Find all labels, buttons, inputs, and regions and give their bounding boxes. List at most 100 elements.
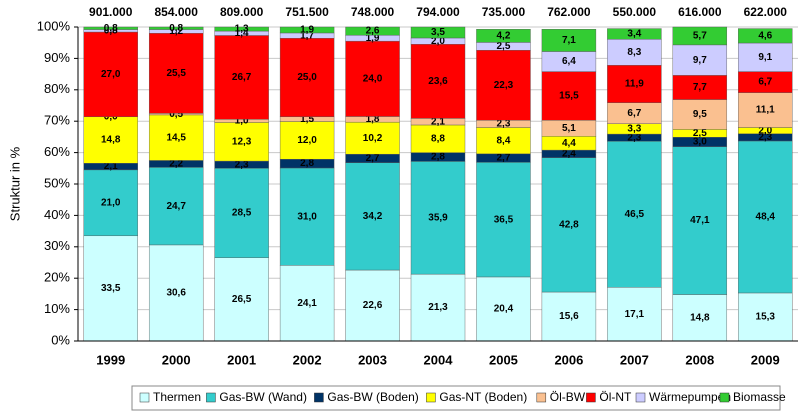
value-label: 20,4 [494, 304, 514, 315]
legend-label: Gas-BW (Boden) [327, 390, 418, 404]
legend-swatch [536, 392, 547, 403]
bar-segment [83, 31, 138, 118]
bar-segment [476, 276, 531, 342]
total-label: 809.000 [220, 5, 264, 19]
legend-label: Gas-BW (Wand) [219, 390, 307, 404]
bar-segment [83, 169, 138, 237]
bar-segment [410, 273, 466, 342]
value-label: 7,7 [693, 82, 707, 93]
value-label: 2,8 [300, 158, 314, 169]
value-label: 1,7 [300, 30, 314, 41]
value-label: 3,5 [431, 27, 445, 38]
value-label: 2,6 [366, 26, 380, 37]
bar-segment [279, 38, 335, 118]
value-label: 24,0 [363, 73, 383, 84]
x-tick-label: 2001 [227, 352, 256, 367]
bar-segment [214, 35, 269, 120]
value-label: 9,7 [693, 55, 707, 66]
value-label: 24,7 [166, 201, 186, 212]
bar-segment [410, 44, 466, 119]
value-label: 35,9 [428, 212, 448, 223]
value-label: 0,5 [169, 109, 183, 120]
bar-segment [672, 26, 728, 46]
bar-segment [214, 168, 269, 258]
value-label: 46,5 [625, 209, 645, 220]
value-label: 8,3 [627, 47, 641, 58]
bar-segment [279, 167, 335, 266]
legend-swatch [314, 392, 324, 403]
x-tick-label: 2004 [424, 352, 454, 367]
value-label: 6,7 [627, 108, 641, 119]
value-label: 12,3 [232, 136, 252, 147]
x-tick-label: 2008 [685, 352, 714, 367]
value-label: 22,3 [494, 80, 514, 91]
x-tick-label: 2002 [293, 352, 322, 367]
value-label: 26,5 [232, 294, 252, 305]
value-label: 21,3 [428, 302, 448, 313]
value-label: 1,4 [235, 28, 249, 39]
value-label: 3,4 [627, 29, 641, 40]
y-tick-label: 80% [44, 81, 70, 96]
value-label: 1,3 [235, 24, 249, 35]
bar-segment [672, 294, 728, 342]
legend-label: Öl-BW [550, 390, 586, 404]
bar-segment [345, 162, 400, 271]
value-label: 6,4 [562, 56, 576, 67]
y-tick-label: 50% [44, 175, 70, 190]
bar-segment [738, 92, 793, 128]
value-label: 2,3 [235, 159, 249, 170]
bar-segment [672, 44, 728, 76]
value-label: 36,5 [494, 214, 514, 225]
total-label: 748.000 [351, 5, 395, 19]
value-label: 28,5 [232, 208, 252, 219]
value-label: 34,2 [363, 211, 383, 222]
value-label: 2,0 [431, 36, 445, 47]
x-tick-label: 2007 [620, 352, 649, 367]
value-label: 25,5 [166, 68, 186, 79]
x-tick-label: 2009 [751, 352, 780, 367]
value-label: 25,0 [297, 72, 317, 83]
y-tick-label: 20% [44, 270, 70, 285]
value-label: 2,1 [104, 161, 118, 172]
bar-segment [672, 146, 728, 295]
value-label: 2,7 [497, 153, 511, 164]
bar-segment [83, 235, 138, 342]
legend-swatch [635, 392, 646, 403]
bar-segment [607, 28, 662, 40]
bar-segment [672, 99, 728, 130]
value-label: 4,4 [562, 138, 576, 149]
bar-segment [214, 26, 269, 32]
y-tick-label: 0% [51, 332, 70, 347]
value-label: 30,6 [166, 288, 186, 299]
value-label: 7,1 [562, 35, 576, 46]
value-label: 8,4 [497, 135, 511, 146]
value-label: 3,0 [693, 137, 707, 148]
total-label: 762.000 [547, 5, 591, 19]
value-label: 22,6 [363, 300, 383, 311]
value-label: 2,4 [562, 148, 576, 159]
value-label: 1,0 [235, 116, 249, 127]
bar-segment [345, 26, 400, 36]
legend-label: Öl-NT [599, 390, 632, 404]
y-tick-label: 60% [44, 144, 70, 159]
total-label: 854.000 [154, 5, 198, 19]
bar-segment [476, 162, 531, 278]
value-label: 0,8 [104, 23, 118, 34]
bar-segment [148, 33, 204, 114]
value-label: 33,5 [101, 283, 121, 294]
total-label: 550.000 [613, 5, 657, 19]
value-label: 9,1 [758, 52, 772, 63]
legend-label: Gas-NT (Boden) [439, 390, 527, 404]
value-label: 2,5 [693, 128, 707, 139]
value-label: 17,1 [625, 309, 645, 320]
bar-segment [148, 167, 204, 246]
value-label: 2,8 [431, 152, 445, 163]
value-label: 0,8 [169, 23, 183, 34]
value-label: 15,3 [756, 312, 776, 323]
legend-swatch [206, 392, 216, 403]
bar-segment [345, 121, 400, 155]
value-label: 15,5 [559, 91, 579, 102]
bar-segment [541, 28, 597, 52]
y-axis-label: Struktur in % [7, 146, 22, 221]
